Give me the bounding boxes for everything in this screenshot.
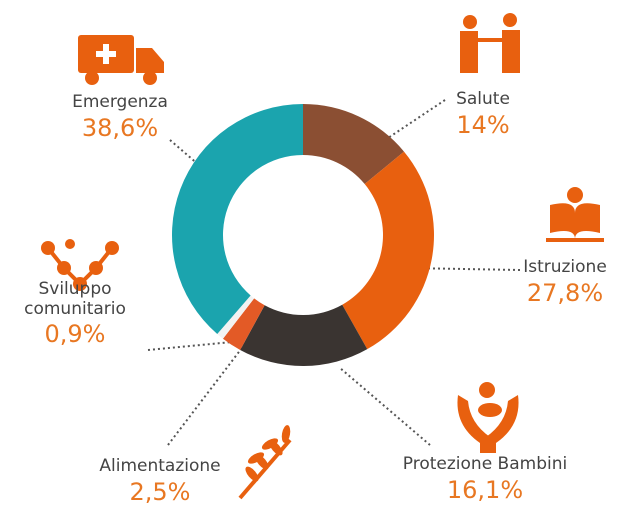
icons bbox=[41, 13, 604, 500]
category-name: Sviluppo comunitario bbox=[24, 279, 126, 319]
value-label: 14% bbox=[456, 110, 510, 139]
slice-label: Emergenza 38,6% bbox=[30, 92, 210, 142]
donut-slice bbox=[342, 151, 434, 350]
leader-line bbox=[339, 367, 431, 446]
wheat-icon bbox=[238, 425, 292, 500]
slice-label: Alimentazione 2,5% bbox=[70, 456, 250, 506]
leader-line bbox=[407, 267, 521, 271]
donut-slice bbox=[217, 295, 255, 339]
health-icon bbox=[460, 13, 520, 73]
category-name: Salute bbox=[456, 89, 510, 109]
value-label: 27,8% bbox=[526, 278, 604, 307]
slice-label: Sviluppo comunitario 0,9% bbox=[0, 279, 165, 349]
ambulance-icon bbox=[78, 35, 164, 85]
leader-line bbox=[147, 341, 233, 351]
value-label: 0,9% bbox=[44, 320, 106, 349]
category-name: Istruzione bbox=[523, 257, 607, 277]
donut-slice bbox=[240, 304, 368, 366]
category-name: Protezione Bambini bbox=[402, 454, 568, 474]
category-name: Alimentazione bbox=[99, 456, 221, 476]
value-label: 2,5% bbox=[129, 477, 191, 506]
leader-line bbox=[167, 339, 249, 446]
slice-label: Istruzione 27,8% bbox=[475, 257, 638, 307]
donut-slice bbox=[172, 103, 303, 335]
donut-slice bbox=[222, 298, 265, 350]
value-label: 16,1% bbox=[446, 475, 524, 504]
leader-line bbox=[169, 139, 223, 186]
hands-icon bbox=[457, 382, 519, 453]
value-label: 38,6% bbox=[81, 113, 159, 142]
donut-slice bbox=[303, 104, 405, 185]
book-icon bbox=[546, 187, 604, 242]
slice-label: Protezione Bambini 16,1% bbox=[395, 454, 575, 504]
category-name: Emergenza bbox=[72, 92, 168, 112]
network-icon bbox=[41, 239, 119, 291]
slice-label: Salute 14% bbox=[393, 89, 573, 139]
